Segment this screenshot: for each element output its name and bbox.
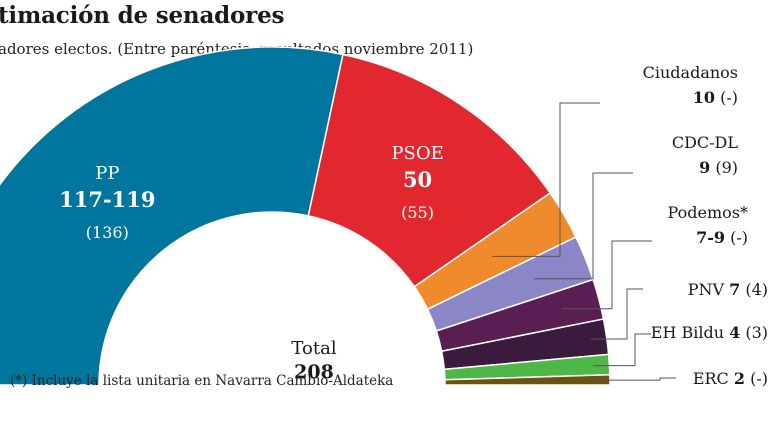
label-cdc-dl-name: CDC-DL bbox=[672, 133, 739, 152]
label-psoe-value: 50 bbox=[403, 167, 432, 192]
slice-group bbox=[0, 46, 611, 386]
slice-pp bbox=[0, 46, 344, 386]
slice-psoe bbox=[307, 53, 552, 288]
label-pp-name: PP bbox=[95, 163, 119, 184]
label-podemos-name: Podemos* bbox=[668, 203, 748, 222]
slice-erc bbox=[444, 374, 611, 386]
label-psoe-previous: (55) bbox=[401, 203, 434, 222]
leader-podemos bbox=[562, 240, 652, 310]
leader-cdc-dl bbox=[534, 172, 633, 280]
label-pp-previous: (136) bbox=[86, 223, 129, 242]
label-eh-bildu: EH Bildu 4 (3) bbox=[651, 323, 768, 342]
label-erc: ERC 2 (-) bbox=[693, 369, 768, 388]
leader-pnv bbox=[590, 288, 643, 340]
label-psoe-name: PSOE bbox=[391, 143, 443, 164]
leader-lines bbox=[492, 102, 676, 381]
chart-footnote: (*) Incluye la lista unitaria en Navarra… bbox=[10, 373, 394, 389]
label-pp-value: 117-119 bbox=[59, 187, 155, 212]
total-value: 208 bbox=[294, 361, 334, 383]
total-label: Total bbox=[291, 338, 336, 359]
leader-ciudadanos bbox=[492, 102, 600, 257]
label-cdc-dl-value: 9 (9) bbox=[699, 158, 738, 177]
leader-eh-bildu bbox=[593, 333, 651, 367]
chart-title: timación de senadores bbox=[0, 2, 285, 29]
label-ciudadanos-value: 10 (-) bbox=[693, 88, 738, 107]
label-pnv: PNV 7 (4) bbox=[688, 280, 768, 299]
label-ciudadanos-name: Ciudadanos bbox=[643, 63, 738, 82]
leader-erc bbox=[594, 377, 676, 381]
label-podemos-value: 7-9 (-) bbox=[696, 228, 748, 247]
